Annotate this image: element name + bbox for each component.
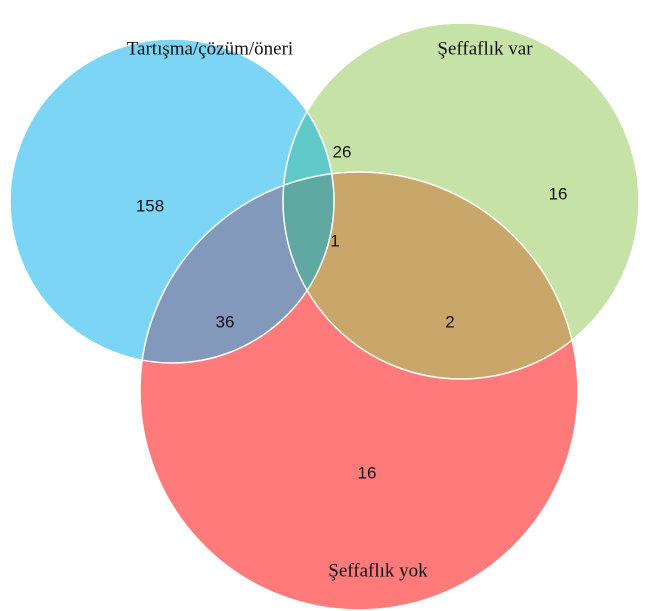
set-outline: [282, 22, 640, 380]
region-count: 16: [549, 184, 568, 203]
overlap: [140, 172, 334, 363]
region-count: 2: [445, 312, 454, 331]
set-outline: [139, 171, 579, 611]
overlap: [283, 172, 578, 379]
region-count: 1: [330, 231, 339, 250]
set-outline: [9, 38, 335, 364]
region-count: 36: [216, 312, 235, 331]
region-count: 158: [136, 196, 164, 215]
region-count: 26: [333, 142, 352, 161]
overlap-fill: [283, 172, 578, 379]
overlap-fill: [140, 172, 334, 363]
region-count: 16: [358, 463, 377, 482]
set-label: Şeffaflık var: [437, 38, 533, 59]
set-label: Tartışma/çözüm/öneri: [127, 38, 293, 59]
set-label: Şeffaflık yok: [328, 560, 428, 581]
